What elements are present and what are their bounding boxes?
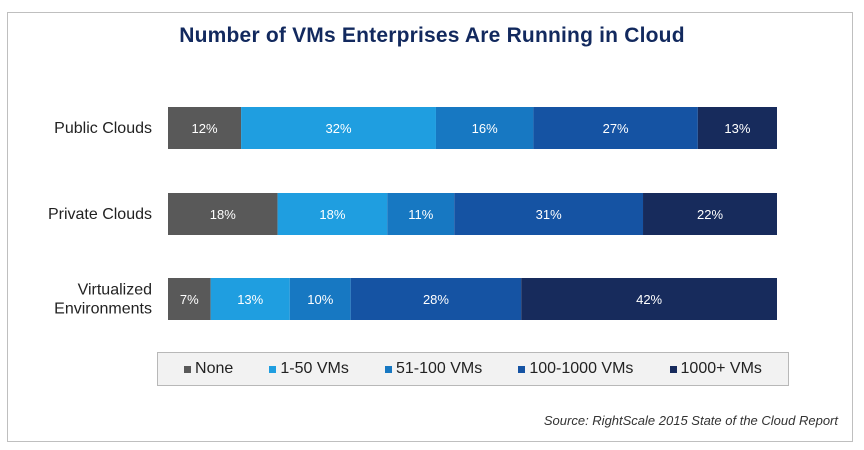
legend-item: None — [184, 360, 233, 378]
bar-data-label: 31% — [536, 207, 562, 222]
bar-data-label: 32% — [326, 121, 352, 136]
bar-segment — [210, 278, 290, 320]
bar-data-label: 10% — [307, 292, 333, 307]
bar-data-label: 11% — [408, 207, 433, 222]
bar-segment — [168, 193, 278, 235]
source-note: Source: RightScale 2015 State of the Clo… — [543, 413, 838, 428]
bar-data-label: 13% — [724, 121, 750, 136]
bar-segment — [168, 107, 242, 149]
bar-segment — [241, 107, 436, 149]
chart-legend: None 1-50 VMs 51-100 VMs 100-1000 VMs 1000+ … — [157, 352, 789, 386]
category-label: Public Clouds — [54, 120, 152, 137]
bar-segment — [277, 193, 388, 235]
legend-label: 100-1000 VMs — [529, 360, 634, 377]
bar-data-label: 18% — [210, 207, 236, 222]
bar-segment — [435, 107, 534, 149]
category-label: Private Clouds — [48, 206, 152, 223]
legend-item: 1000+ VMs — [669, 360, 762, 378]
legend-swatch — [669, 365, 677, 373]
legend-item: 100-1000 VMs — [518, 360, 633, 378]
legend-label: 1000+ VMs — [680, 360, 762, 377]
legend-swatch — [184, 365, 192, 373]
bar-data-label: 16% — [472, 121, 498, 136]
legend-label: None — [195, 360, 234, 377]
bar-segment — [387, 193, 455, 235]
legend-swatch — [518, 365, 526, 373]
legend-swatch — [384, 365, 392, 373]
legend-item: 51-100 VMs — [384, 360, 483, 378]
bar-segment — [697, 107, 777, 149]
bar-data-label: 42% — [636, 292, 662, 307]
bar-data-label: 22% — [697, 207, 723, 222]
bar-data-label: 13% — [237, 292, 263, 307]
legend-label: 1-50 VMs — [280, 360, 349, 377]
bar-segment — [289, 278, 351, 320]
bar-segment — [521, 278, 777, 320]
legend-item: 1-50 VMs — [269, 360, 349, 378]
bar-data-label: 27% — [603, 121, 629, 136]
bar-data-label: 7% — [180, 292, 199, 307]
category-label: Virtualized Environments — [54, 282, 152, 318]
bar-segment — [454, 193, 644, 235]
bar-segment — [168, 278, 211, 320]
bar-data-label: 12% — [192, 121, 218, 136]
bar-data-label: 18% — [319, 207, 345, 222]
legend-swatch — [269, 365, 277, 373]
bar-segment — [533, 107, 698, 149]
chart-title: Number of VMs Enterprises Are Running in… — [179, 24, 685, 47]
bar-segment — [643, 193, 777, 235]
bar-data-label: 28% — [423, 292, 449, 307]
bar-segment — [350, 278, 522, 320]
legend-label: 51-100 VMs — [395, 360, 483, 377]
